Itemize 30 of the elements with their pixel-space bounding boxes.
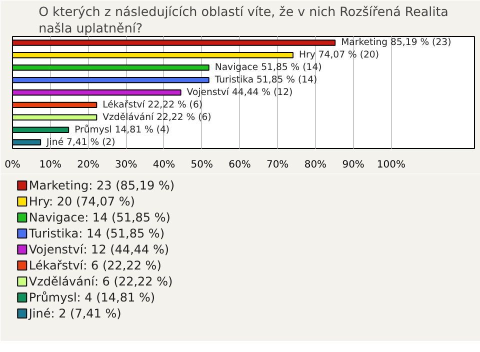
legend-label: Marketing: 23 (85,19 %) — [28, 178, 175, 192]
legend-label: Navigace: 14 (51,85 %) — [28, 210, 170, 224]
legend-label: Průmysl: 4 (14,81 %) — [28, 290, 156, 304]
x-tick-label: 50% — [190, 160, 213, 170]
data-label: Navigace 51,85 % (14) — [214, 62, 322, 74]
data-label: Turistika 51,85 % (14) — [214, 74, 318, 86]
x-tick-label: 20% — [77, 160, 100, 170]
data-label: Vzdělávání 22,22 % (6) — [102, 112, 212, 123]
chart-title: O kterých z následujících oblastí víte, že v nich Rozšířená Realita našla uplatnění? — [38, 4, 448, 36]
legend-label: Hry: 20 (74,07 %) — [28, 194, 135, 208]
legend-label: Jiné: 2 (7,41 %) — [28, 306, 122, 320]
x-tick-label: 0% — [4, 160, 20, 170]
data-label: Průmysl 14,81 % (4) — [74, 124, 170, 136]
legend-label: Lékařství: 6 (22,22 %) — [28, 258, 162, 272]
data-label: Marketing 85,19 % (23) — [341, 37, 452, 48]
x-tick-label: 60% — [228, 160, 251, 170]
legend-label: Vojenství: 12 (44,44 %) — [28, 242, 170, 256]
data-label: Vojenství 44,44 % (12) — [186, 87, 293, 98]
data-label: Lékařství 22,22 % (6) — [102, 99, 203, 110]
x-tick-label: 10% — [39, 160, 62, 170]
data-label: Jiné 7,41 % (2) — [46, 136, 116, 148]
legend-label: Vzdělávání: 6 (22,22 %) — [28, 274, 173, 288]
x-tick-label: 40% — [152, 160, 176, 170]
x-tick-label: 30% — [114, 160, 138, 170]
x-tick-label: 80% — [304, 160, 327, 170]
x-tick-label: 90% — [342, 160, 364, 170]
legend-label: Turistika: 14 (51,85 %) — [28, 226, 165, 240]
data-label: Hry 74,07 % (20) — [298, 50, 379, 61]
x-tick-label: 100% — [376, 160, 406, 170]
x-tick-label: 70% — [266, 160, 289, 170]
